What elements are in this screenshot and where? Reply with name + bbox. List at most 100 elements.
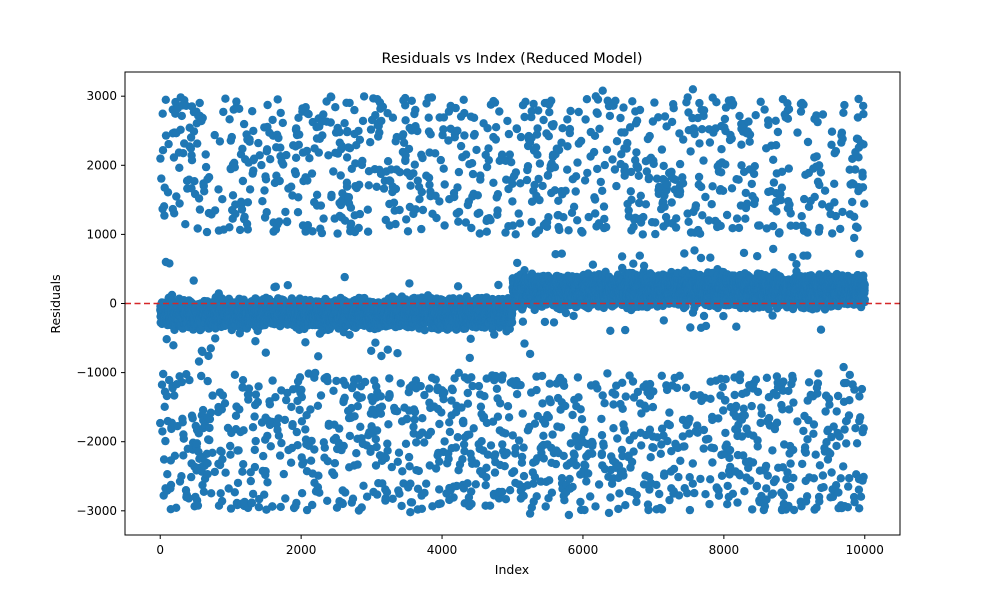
data-point: [482, 463, 491, 472]
data-point: [287, 402, 296, 412]
data-point: [399, 130, 408, 139]
data-point: [162, 391, 172, 401]
data-point: [262, 145, 272, 154]
data-point: [263, 431, 272, 441]
data-point: [339, 441, 348, 451]
data-point: [476, 402, 486, 411]
data-point: [211, 334, 220, 343]
data-point: [461, 150, 471, 159]
data-point: [348, 494, 358, 503]
data-point: [217, 496, 227, 506]
data-point: [228, 191, 238, 200]
data-point: [507, 158, 516, 167]
data-point: [319, 214, 328, 223]
data-point: [355, 180, 364, 189]
data-point: [170, 209, 179, 218]
data-point: [395, 168, 405, 177]
data-point: [303, 176, 312, 185]
data-point: [192, 439, 202, 448]
data-point: [469, 113, 479, 123]
data-point: [467, 487, 476, 496]
data-point: [436, 155, 445, 165]
data-point: [251, 436, 260, 446]
data-point: [363, 205, 372, 214]
data-point: [248, 107, 257, 116]
data-point: [159, 455, 169, 464]
data-point: [230, 370, 240, 379]
data-point: [439, 164, 448, 173]
data-point: [376, 392, 385, 401]
data-point: [435, 419, 444, 429]
data-point: [261, 467, 270, 476]
data-point: [484, 144, 493, 153]
data-point: [276, 143, 285, 152]
data-point: [496, 399, 505, 408]
data-point: [195, 205, 205, 214]
data-point: [484, 156, 493, 165]
data-point: [230, 163, 239, 172]
data-point: [186, 144, 196, 153]
data-point: [445, 427, 455, 437]
data-point: [343, 126, 352, 136]
data-point: [383, 345, 392, 354]
data-point: [459, 418, 468, 428]
data-point: [158, 146, 168, 155]
data-point: [217, 447, 226, 457]
data-point: [453, 183, 462, 192]
data-point: [402, 215, 411, 224]
data-point: [312, 190, 322, 199]
data-point: [314, 148, 323, 157]
data-point: [175, 163, 184, 172]
data-point: [239, 460, 248, 469]
data-point: [210, 206, 220, 215]
data-point: [409, 169, 418, 178]
data-point: [245, 137, 254, 146]
data-point: [471, 459, 481, 468]
data-point: [491, 450, 500, 459]
data-point: [359, 481, 368, 490]
data-point: [254, 382, 263, 391]
data-point: [255, 151, 264, 160]
data-point: [501, 495, 511, 504]
data-point: [467, 373, 476, 382]
data-point: [291, 153, 301, 162]
data-point: [225, 115, 234, 124]
data-point: [350, 105, 359, 115]
data-point: [187, 156, 197, 165]
data-point: [486, 441, 496, 450]
data-point: [159, 202, 169, 211]
data-point: [480, 392, 489, 401]
data-point: [355, 135, 365, 144]
data-point: [451, 103, 460, 113]
data-point: [450, 192, 459, 202]
data-point: [323, 496, 332, 505]
data-point: [233, 478, 243, 488]
data-point: [268, 502, 277, 511]
data-point: [327, 190, 336, 200]
data-point: [422, 479, 431, 488]
data-point: [226, 450, 235, 459]
data-point: [231, 411, 241, 420]
data-point: [317, 228, 327, 238]
data-point: [495, 107, 504, 116]
data-point: [489, 178, 498, 187]
data-point: [172, 192, 181, 201]
data-point: [411, 205, 420, 214]
data-point: [470, 129, 479, 139]
data-point: [486, 216, 495, 225]
data-point: [356, 422, 365, 431]
data-point: [282, 150, 291, 160]
data-point: [352, 449, 361, 458]
data-point: [251, 337, 260, 346]
data-point: [454, 207, 464, 217]
data-point: [210, 130, 219, 140]
data-point: [453, 433, 462, 442]
data-point: [195, 98, 204, 108]
data-point: [282, 217, 292, 227]
data-point: [459, 95, 468, 105]
data-point: [306, 456, 316, 465]
data-point: [323, 457, 332, 466]
data-point: [440, 180, 449, 189]
data-point: [323, 376, 332, 386]
data-point: [200, 187, 209, 196]
